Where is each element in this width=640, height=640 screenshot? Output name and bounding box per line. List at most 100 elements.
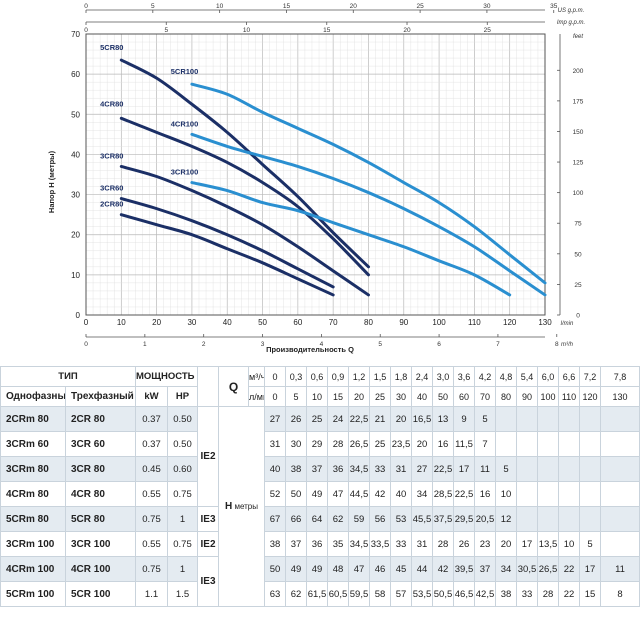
three-phase-header: Трехфазный	[65, 386, 136, 407]
head-value: 31	[390, 456, 413, 482]
hp-value: 0.50	[166, 406, 199, 432]
head-value	[537, 481, 560, 507]
single-phase-model: 2CRm 80	[0, 406, 66, 432]
flow-m3h-cell: 4,2	[474, 366, 497, 387]
y-tick-label: 40	[71, 150, 80, 159]
m3h-tick-label: 3	[261, 341, 265, 348]
head-value	[495, 406, 518, 432]
ie-class-label: IE2	[197, 531, 220, 557]
head-value	[600, 456, 640, 482]
curve-3cr80	[119, 164, 370, 297]
chart-curve-labels: 5CR80 5CR100 4CR80 4CR100 3CR80 3CR100 3CR60 2C…	[100, 43, 198, 209]
hp-value: 1.5	[166, 581, 199, 607]
flow-m3h-cell: 5,4	[516, 366, 539, 387]
head-value: 11	[600, 556, 640, 582]
feet-tick-label: 75	[574, 221, 582, 228]
head-value: 49	[306, 556, 329, 582]
head-value: 42	[432, 556, 455, 582]
curve-3cr100	[190, 181, 512, 297]
curve-label-3cr60: 3CR60	[100, 184, 123, 193]
head-value: 44	[411, 556, 434, 582]
flow-lmin-cell: 110	[558, 386, 581, 407]
head-value: 61,5	[306, 581, 329, 607]
head-value	[537, 506, 560, 532]
curve-label-2cr80: 2CR80	[100, 200, 123, 209]
curve-5cr80	[119, 58, 370, 269]
head-value: 28	[537, 581, 560, 607]
head-value: 22,5	[453, 481, 476, 507]
head-value	[537, 456, 560, 482]
head-value: 12	[495, 506, 518, 532]
head-value: 66	[285, 506, 308, 532]
head-value	[558, 506, 581, 532]
q-label: Q	[218, 366, 250, 407]
feet-tick-label: 150	[573, 129, 584, 136]
m3h-tick-label: 5	[378, 341, 382, 348]
head-value: 24	[327, 406, 350, 432]
ie-class-label: IE2	[197, 406, 220, 507]
table-row: 4CRm 80 4CR 80 0.55 0.75 52 50 49 47 44,5 42 40 34 2…	[0, 481, 640, 507]
head-value: 46,5	[453, 581, 476, 607]
imp-gpm-unit-label: Imp g.p.m.	[557, 20, 585, 26]
head-value: 40	[390, 481, 413, 507]
flow-m3h-cell: 2,4	[411, 366, 434, 387]
ie-header-blank	[197, 366, 220, 407]
flow-m3h-cell: 1,2	[348, 366, 371, 387]
flow-lmin-cell: 10	[306, 386, 329, 407]
flow-m3h-cell: 0	[264, 366, 287, 387]
kw-value: 0.55	[135, 531, 168, 557]
head-value: 38	[285, 456, 308, 482]
head-value: 20	[411, 431, 434, 457]
us-gpm-tick-label: 30	[483, 3, 491, 10]
flow-m3h-cell: 0,6	[306, 366, 329, 387]
head-value: 22	[558, 581, 581, 607]
head-value: 9	[453, 406, 476, 432]
hp-value: 0.60	[166, 456, 199, 482]
single-phase-model: 5CRm 80	[0, 506, 66, 532]
head-value	[600, 506, 640, 532]
head-value	[516, 456, 539, 482]
flow-m3h-cell: 3,0	[432, 366, 455, 387]
head-value: 58	[369, 581, 392, 607]
head-value	[579, 456, 602, 482]
flow-m3h-cell: 7,2	[579, 366, 602, 387]
single-phase-model: 3CRm 100	[0, 531, 66, 557]
curve-4cr100	[190, 132, 547, 297]
flow-lmin-cell: 40	[411, 386, 434, 407]
x-tick-label: 0	[84, 318, 89, 327]
head-value: 38	[264, 531, 287, 557]
head-value: 20	[495, 531, 518, 557]
head-value: 47	[348, 556, 371, 582]
kw-value: 0.75	[135, 556, 168, 582]
head-value: 62	[285, 581, 308, 607]
q-unit-lmin: л/мин	[248, 386, 266, 407]
h-unit: метры	[232, 502, 259, 511]
kw-value: 0.45	[135, 456, 168, 482]
x-tick-label: 80	[364, 318, 373, 327]
head-value: 45	[390, 556, 413, 582]
table-row: 3CRm 60 3CR 60 0.37 0.50 31 30 29 28 26,5 25 23,5 2…	[0, 431, 640, 457]
flow-m3h-cell: 4,8	[495, 366, 518, 387]
table-header-row: ОднофазныйТрехфазныйkWHP л/мин05101520253…	[0, 386, 640, 407]
m3h-unit-label: m³/h	[561, 342, 574, 348]
m3h-tick-label: 0	[84, 341, 88, 348]
x-unit-label: l/min	[561, 321, 574, 327]
head-value: 53	[390, 506, 413, 532]
us-gpm-unit-label: US g.p.m.	[558, 8, 585, 14]
head-value	[579, 406, 602, 432]
curve-label-4cr80: 4CR80	[100, 99, 123, 108]
y-tick-label: 0	[76, 311, 81, 320]
head-value: 26	[453, 531, 476, 557]
y-tick-label: 10	[71, 271, 80, 280]
head-value: 36	[327, 456, 350, 482]
head-value: 30,5	[516, 556, 539, 582]
chart-grid	[85, 33, 546, 316]
flow-lmin-cell: 30	[390, 386, 413, 407]
x-tick-label: 20	[152, 318, 161, 327]
q-unit-m3h: м³/ч	[248, 366, 266, 387]
head-value: 13,5	[537, 531, 560, 557]
curve-2cr80	[119, 213, 335, 297]
m3h-tick-label: 2	[202, 341, 206, 348]
single-phase-model: 4CRm 100	[0, 556, 66, 582]
